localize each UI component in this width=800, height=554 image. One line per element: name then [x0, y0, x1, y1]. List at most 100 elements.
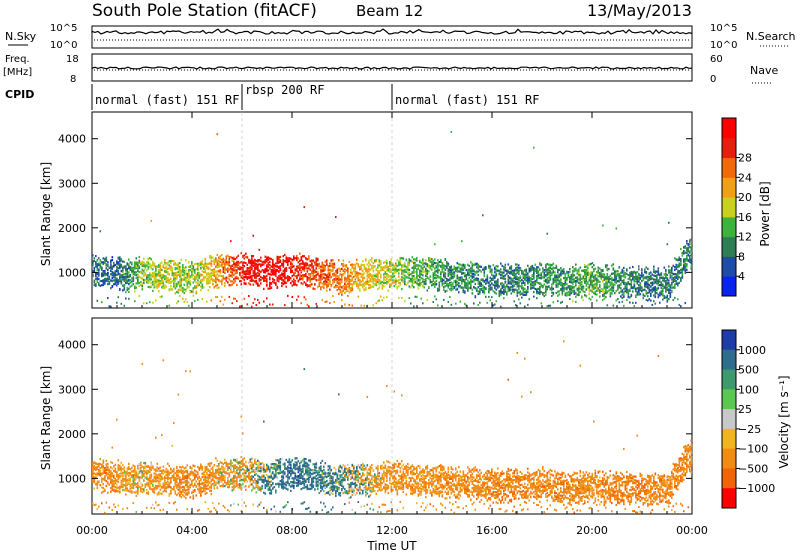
- scatter-cell: [98, 277, 100, 280]
- scatter-cell: [395, 278, 397, 281]
- scatter-cell: [188, 304, 190, 307]
- scatter-cell: [615, 299, 618, 302]
- scatter-cell: [98, 272, 100, 275]
- scatter-cell: [285, 258, 288, 261]
- scatter-cell: [455, 279, 457, 282]
- scatter-cell: [576, 272, 579, 275]
- scatter-cell: [134, 271, 136, 274]
- scatter-cell: [413, 264, 415, 267]
- scatter-cell: [107, 274, 109, 277]
- scatter-cell: [449, 283, 451, 286]
- scatter-cell: [456, 280, 459, 283]
- scatter-cell: [326, 259, 328, 262]
- scatter-cell: [357, 265, 360, 268]
- scatter-cell: [339, 268, 342, 271]
- scatter-cell: [285, 267, 288, 270]
- scatter-cell: [311, 283, 313, 286]
- scatter-cell: [401, 278, 403, 281]
- scatter-cell: [473, 286, 475, 289]
- scatter-cell: [536, 278, 538, 281]
- scatter-cell: [185, 280, 187, 283]
- scatter-cell: [500, 288, 502, 291]
- scatter-cell: [498, 290, 501, 293]
- scatter-cell: [585, 265, 588, 268]
- scatter-cell: [224, 265, 226, 268]
- scatter-cell: [389, 268, 391, 271]
- scatter-cell: [326, 274, 328, 277]
- scatter-cell: [303, 262, 306, 265]
- scatter-cell: [518, 282, 520, 285]
- scatter-cell: [503, 277, 505, 280]
- scatter-cell: [141, 264, 144, 267]
- scatter-cell: [564, 273, 567, 276]
- scatter-cell: [260, 259, 262, 262]
- scatter-cell: [468, 282, 471, 285]
- scatter-cell: [314, 277, 316, 280]
- scatter-cell: [476, 287, 478, 290]
- scatter-cell: [483, 273, 486, 276]
- scatter-cell: [138, 259, 141, 262]
- scatter-cell: [213, 280, 216, 283]
- scatter-cell: [603, 273, 606, 276]
- scatter-cell: [267, 272, 270, 275]
- scatter-cell: [326, 261, 328, 264]
- scatter-cell: [269, 260, 271, 263]
- scatter-cell: [128, 283, 130, 286]
- scatter-cell: [99, 262, 102, 265]
- scatter-cell: [395, 268, 397, 271]
- scatter-cell: [152, 268, 154, 271]
- scatter-cell: [264, 279, 267, 282]
- scatter-cell: [450, 281, 453, 284]
- scatter-cell: [360, 280, 363, 283]
- scatter-cell: [327, 268, 330, 271]
- scatter-cell: [464, 285, 466, 288]
- scatter-cell: [641, 268, 643, 271]
- scatter-cell: [237, 254, 240, 257]
- scatter-cell: [461, 267, 463, 270]
- scatter-cell: [605, 290, 607, 293]
- scatter-cell: [111, 277, 114, 280]
- scatter-cell: [560, 267, 562, 270]
- scatter-cell: [638, 265, 640, 268]
- scatter-cell: [146, 261, 148, 264]
- scatter-cell: [363, 272, 366, 275]
- scatter-cell: [563, 277, 565, 280]
- scatter-cell: [461, 240, 463, 243]
- scatter-cell: [137, 267, 139, 270]
- scatter-cell: [638, 288, 640, 291]
- scatter-cell: [321, 273, 324, 276]
- scatter-cell: [414, 278, 417, 281]
- scatter-cell: [278, 270, 280, 273]
- scatter-cell: [591, 295, 594, 298]
- scatter-cell: [141, 288, 144, 291]
- scatter-cell: [477, 290, 480, 293]
- scatter-cell: [450, 277, 453, 280]
- scatter-cell: [126, 289, 129, 292]
- scatter-cell: [186, 276, 189, 279]
- scatter-cell: [276, 259, 279, 262]
- scatter-cell: [516, 281, 519, 284]
- scatter-cell: [120, 263, 123, 266]
- scatter-cell: [515, 277, 517, 280]
- scatter-cell: [258, 301, 261, 304]
- scatter-cell: [419, 282, 421, 285]
- scatter-cell: [567, 286, 570, 289]
- scatter-cell: [318, 262, 321, 265]
- scatter-cell: [146, 278, 148, 281]
- scatter-cell: [450, 268, 453, 271]
- scatter-cell: [626, 299, 628, 301]
- scatter-cell: [153, 271, 156, 274]
- scatter-cell: [132, 279, 135, 282]
- scatter-cell: [101, 267, 103, 271]
- scatter-cell: [210, 260, 213, 263]
- scatter-cell: [395, 262, 397, 265]
- scatter-cell: [245, 262, 247, 265]
- scatter-cell: [444, 276, 447, 279]
- scatter-cell: [392, 276, 394, 279]
- scatter-cell: [495, 285, 498, 288]
- scatter-cell: [453, 271, 456, 274]
- scatter-cell: [437, 262, 439, 265]
- scatter-cell: [603, 274, 606, 277]
- scatter-cell: [527, 290, 529, 294]
- scatter-cell: [528, 269, 531, 273]
